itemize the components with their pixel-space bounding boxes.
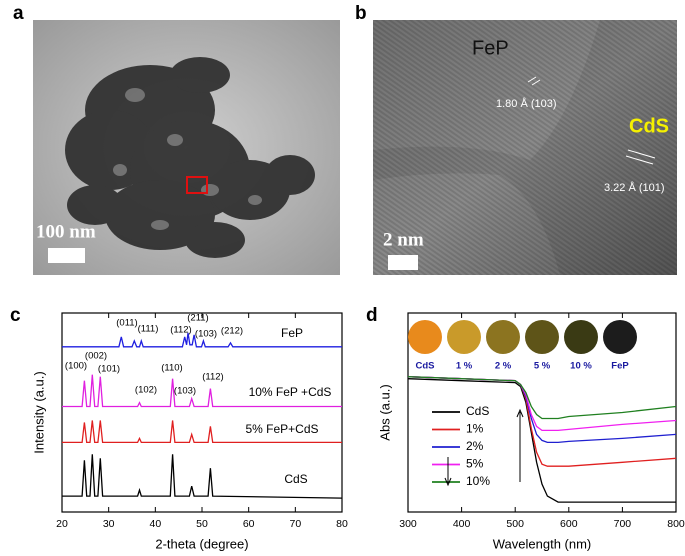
grain-boundary xyxy=(373,20,677,275)
x-tick-label: 80 xyxy=(336,518,348,530)
legend-label: 1% xyxy=(466,422,484,436)
sample-label: 1 % xyxy=(456,361,473,372)
series-line xyxy=(62,374,342,408)
peak-label: (102) xyxy=(135,385,157,396)
selection-box xyxy=(186,176,208,194)
x-tick-label: 300 xyxy=(399,518,417,530)
phase-label: CdS xyxy=(629,115,669,137)
legend-label: 10% xyxy=(466,474,490,488)
particles xyxy=(65,57,315,258)
sample-photo xyxy=(486,320,520,354)
sample-label: 10 % xyxy=(570,361,592,372)
x-tick-label: 800 xyxy=(667,518,685,530)
sample-label: CdS xyxy=(416,361,435,372)
peak-label: (101) xyxy=(98,364,120,375)
x-tick-label: 500 xyxy=(506,518,524,530)
peak-label: (002) xyxy=(85,351,107,362)
x-tick-label: 60 xyxy=(243,518,255,530)
legend-label: CdS xyxy=(466,404,489,418)
trend-arrowhead xyxy=(516,408,524,418)
trend-arrowhead xyxy=(444,477,452,487)
peak-label: (111) xyxy=(138,324,159,335)
scale-bar xyxy=(388,255,418,270)
legend-label: 2% xyxy=(466,439,484,453)
series-label: CdS xyxy=(284,472,307,486)
phase-label: FeP xyxy=(472,37,509,59)
series-label: 10% FeP +CdS xyxy=(249,385,332,399)
spacing-marker xyxy=(527,76,537,83)
peak-label: (211) xyxy=(187,313,208,324)
sample-photo xyxy=(603,320,637,354)
plot-frame xyxy=(407,312,677,513)
spacing-marker xyxy=(531,79,541,86)
x-tick-label: 50 xyxy=(196,518,208,530)
scale-label: 100 nm xyxy=(36,221,96,242)
y-axis-label: Intensity (a.u.) xyxy=(31,371,46,453)
sample-photo xyxy=(564,320,598,354)
x-tick-label: 20 xyxy=(56,518,68,530)
x-tick-label: 700 xyxy=(614,518,632,530)
x-tick-label: 70 xyxy=(289,518,301,530)
peak-label: (112) xyxy=(170,325,191,336)
y-axis-label: Abs (a.u.) xyxy=(377,384,392,440)
x-tick-label: 400 xyxy=(453,518,471,530)
x-tick-label: 30 xyxy=(103,518,115,530)
series-line xyxy=(62,420,342,444)
x-tick-label: 600 xyxy=(560,518,578,530)
spacing-marker xyxy=(625,155,654,165)
spacing-label: 3.22 Å (101) xyxy=(604,181,665,194)
series-line xyxy=(62,332,342,348)
scale-bar xyxy=(48,248,85,263)
peak-label: (112) xyxy=(202,372,223,383)
lattice-texture xyxy=(373,20,677,275)
panel-label: b xyxy=(355,3,367,24)
sample-photo xyxy=(525,320,559,354)
sample-label: 2 % xyxy=(495,361,512,372)
series-label: 5% FeP+CdS xyxy=(245,422,318,436)
legend-label: 5% xyxy=(466,457,484,471)
hrtem-image-b: FeP 1.80 Å (103) CdS 3.22 Å (101) 2 nm xyxy=(373,20,677,275)
panel-label: c xyxy=(10,305,21,326)
peak-label: (103) xyxy=(174,386,196,397)
x-tick-label: 40 xyxy=(149,518,161,530)
series-line xyxy=(62,454,343,499)
series-line xyxy=(407,376,677,444)
sample-photo xyxy=(447,320,481,354)
spacing-label: 1.80 Å (103) xyxy=(496,97,557,110)
peak-label: (011) xyxy=(116,318,137,329)
peak-label: (110) xyxy=(161,363,182,374)
peak-label: (100) xyxy=(65,361,87,372)
series-line xyxy=(407,376,677,432)
peak-label: (103) xyxy=(195,329,217,340)
sample-photo xyxy=(408,320,442,354)
scale-label: 2 nm xyxy=(383,229,424,250)
sample-label: 5 % xyxy=(534,361,551,372)
panel-label: d xyxy=(366,305,378,326)
spacing-marker xyxy=(627,149,656,159)
panel-label: a xyxy=(13,3,24,24)
series-line xyxy=(407,378,676,503)
series-line xyxy=(407,376,677,420)
series-line xyxy=(407,376,677,467)
peak-label: (212) xyxy=(221,326,243,337)
tem-image-a: 100 nm xyxy=(33,20,340,275)
x-axis-label: 2-theta (degree) xyxy=(155,536,248,551)
particle-highlights xyxy=(113,88,262,230)
x-axis-label: Wavelength (nm) xyxy=(493,536,592,551)
sample-label: FeP xyxy=(611,361,629,372)
series-label: FeP xyxy=(281,326,303,340)
